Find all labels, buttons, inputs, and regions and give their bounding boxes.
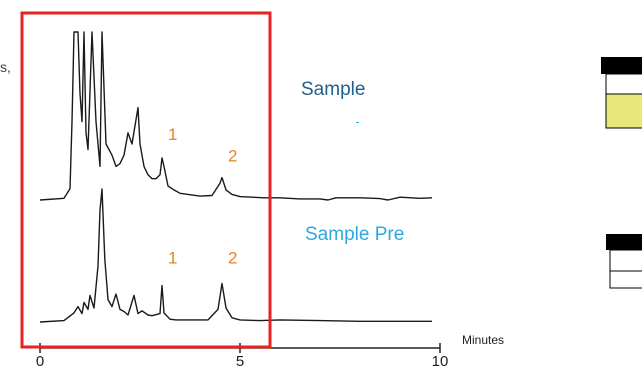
trace-sample xyxy=(39,31,433,201)
peak-label-2: 2 xyxy=(228,147,237,166)
highlight-region-box xyxy=(20,11,272,349)
vial-empty-section xyxy=(605,73,642,95)
peak-label-2: 2 xyxy=(228,249,237,268)
peak-label-1: 1 xyxy=(168,249,177,268)
vial-cap-icon xyxy=(601,57,642,74)
x-tick-label: 10 xyxy=(432,353,449,370)
stray-mark xyxy=(356,122,359,123)
x-axis-title: Minutes xyxy=(462,333,504,347)
peak-label-1: 1 xyxy=(168,125,177,144)
x-tick-label: 5 xyxy=(236,353,244,370)
vial-filled-section xyxy=(605,93,642,129)
x-tick-label: 0 xyxy=(36,353,44,370)
traces-layer xyxy=(39,31,433,323)
vial-cap-icon xyxy=(606,234,642,250)
vial-upper-section xyxy=(609,249,642,272)
series-label-sample-pre: Sample Pre xyxy=(305,224,404,245)
vial-icon-sample xyxy=(601,57,642,129)
peak-labels-layer: 1 2 1 2 xyxy=(168,125,237,268)
vial-lower-section xyxy=(609,270,642,289)
trace-sample-pre xyxy=(39,188,432,323)
clipped-side-text: s, xyxy=(0,59,11,75)
series-label-sample: Sample xyxy=(301,79,365,100)
vial-icon-sample-pre xyxy=(606,234,642,289)
